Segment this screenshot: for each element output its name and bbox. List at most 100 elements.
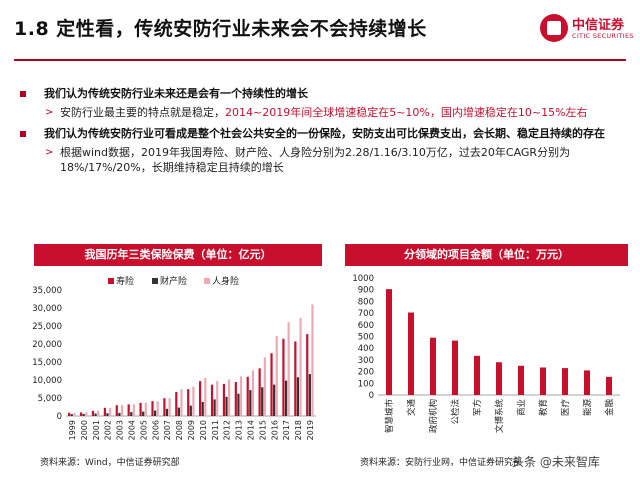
bar-人身险	[263, 357, 266, 416]
y-tick-label: 25,000	[32, 322, 62, 332]
sub-bullet-2-text: 根据wind数据，2019年我国寿险、财产险、人身险分别为2.28/1.16/3…	[60, 146, 571, 174]
insurance-premium-chart: 0 5,000 10,000 15,000 20,000 25,000 30,000 35,0…	[32, 275, 316, 440]
bar	[408, 312, 414, 395]
x-tick-label: 2011	[211, 420, 220, 440]
sub-bullet-2: > 根据wind数据，2019年我国寿险、财产险、人身险分别为2.28/1.16…	[18, 145, 623, 175]
bullet-2: 我们认为传统安防行业可看成是整个社会公共安全的一份保险，安防支出可比保费支出，会…	[18, 126, 623, 141]
bar-人身险	[275, 335, 278, 416]
bar-寿险	[139, 402, 142, 416]
bullet-1: 我们认为传统安防行业未来还是会有一个持续性的增长	[18, 86, 623, 101]
bar	[430, 337, 436, 395]
x-tick-label: 智慧城市	[384, 399, 395, 434]
bar-寿险	[187, 389, 190, 416]
bar-财产险	[94, 413, 97, 416]
bar	[452, 340, 458, 395]
legend-swatch	[204, 278, 210, 284]
bar	[562, 368, 568, 395]
x-tick-label: 2018	[294, 420, 303, 440]
bar-财产险	[142, 411, 145, 416]
bar-寿险	[246, 376, 249, 416]
bar-财产险	[249, 390, 252, 416]
source-note-1: 资料来源：Wind，中信证券研究部	[40, 458, 180, 468]
legend-label: 寿险	[116, 275, 134, 287]
x-tick-label: 医疗	[560, 399, 571, 417]
bar-寿险	[151, 401, 154, 416]
arrow-icon: >	[45, 107, 54, 118]
sub-bullet-1-highlight: 2014~2019年间全球增速稳定在5~10%，国内增速稳定在10~15%左右	[225, 106, 588, 119]
y-tick-label: 5,000	[38, 394, 62, 404]
sub-bullet-1: > 安防行业最主要的特点就是稳定，2014~2019年间全球增速稳定在5~10%…	[18, 105, 623, 120]
y-tick-label: 700	[358, 309, 374, 319]
bar-寿险	[306, 334, 309, 416]
bar-寿险	[79, 412, 83, 416]
x-tick-label: 2004	[127, 420, 136, 440]
x-tick-label: 军方	[472, 399, 483, 416]
bar-人身险	[144, 402, 147, 416]
y-tick-label: 200	[358, 368, 374, 378]
chart1-header: 我国历年三类保险保费（单位：亿元）	[34, 244, 322, 266]
bar-寿险	[270, 353, 273, 416]
y-tick-label: 1000	[352, 274, 374, 284]
citic-logo-icon	[540, 14, 568, 42]
bar-人身险	[132, 404, 135, 416]
y-tick-label: 600	[358, 321, 374, 331]
bar-寿险	[294, 341, 297, 416]
x-tick-label: 2013	[235, 420, 244, 440]
x-tick-label: 2014	[247, 420, 256, 440]
y-tick-label: 35,000	[32, 286, 62, 296]
x-tick-label: 2017	[282, 420, 291, 440]
bar	[540, 367, 546, 395]
page-title: 1.8 定性看，传统安防行业未来会不会持续增长	[14, 18, 427, 40]
x-tick-label: 2009	[187, 420, 196, 440]
bar-人身险	[156, 401, 159, 416]
y-tick-label: 0	[369, 391, 374, 401]
bar-财产险	[213, 399, 216, 416]
bar-寿险	[68, 412, 71, 416]
source-note-2: 资料来源：安防行业网，中信证券研究部	[360, 458, 523, 468]
y-tick-label: 900	[358, 286, 374, 296]
x-tick-label: 2005	[139, 420, 148, 440]
bar-寿险	[210, 384, 214, 416]
bar-寿险	[234, 382, 237, 416]
y-tick-label: 800	[358, 297, 374, 307]
bar-寿险	[282, 338, 285, 416]
bar-财产险	[118, 412, 121, 416]
bar-人身险	[216, 381, 219, 416]
bar-人身险	[168, 398, 171, 416]
logo-text-cn: 中信证券	[572, 18, 625, 33]
bar-人身险	[287, 322, 290, 416]
bar-财产险	[308, 374, 311, 416]
bar-人身险	[180, 389, 183, 416]
chart2-header: 分领域的项目金额（单位：万元）	[345, 244, 628, 266]
bar	[474, 355, 480, 395]
x-tick-label: 能源	[582, 399, 593, 417]
y-tick-label: 400	[358, 344, 374, 354]
watermark: 头条 @未来智库	[512, 455, 600, 469]
citic-logo: 中信证券 CITIC SECURITIES	[540, 12, 634, 48]
bar	[518, 365, 524, 395]
bar-人身险	[85, 412, 88, 416]
bar-人身险	[192, 386, 195, 416]
x-tick-label: 2001	[92, 420, 101, 440]
x-tick-label: 2015	[258, 420, 267, 440]
bar-财产险	[261, 387, 264, 416]
bar-财产险	[153, 410, 157, 416]
bar-人身险	[251, 370, 255, 416]
y-tick-label: 500	[358, 333, 374, 343]
bar-财产险	[130, 412, 133, 416]
bar-寿险	[199, 381, 202, 416]
x-tick-label: 2003	[116, 420, 125, 440]
legend-swatch	[108, 278, 114, 284]
bar-财产险	[177, 407, 180, 416]
bar	[606, 376, 612, 395]
legend-label: 财产险	[160, 275, 187, 287]
bar-寿险	[222, 383, 226, 416]
bar-人身险	[239, 376, 243, 416]
x-tick-label: 2006	[151, 420, 160, 440]
bar-财产险	[106, 413, 109, 416]
y-tick-label: 300	[358, 356, 374, 366]
x-tick-label: 1999	[68, 420, 77, 440]
bar-寿险	[115, 405, 118, 416]
bar	[496, 362, 502, 395]
x-tick-label: 2019	[306, 420, 315, 440]
